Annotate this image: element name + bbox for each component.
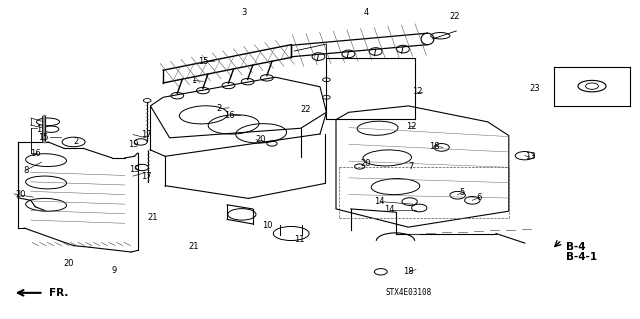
Text: B-4: B-4: [566, 242, 586, 252]
Text: 18: 18: [403, 267, 413, 276]
Text: 14: 14: [374, 197, 384, 206]
Text: 15: 15: [198, 57, 209, 66]
Text: 19: 19: [128, 140, 138, 149]
Text: 15: 15: [38, 133, 49, 142]
Text: 14: 14: [384, 205, 394, 214]
Text: 20: 20: [15, 190, 26, 199]
Text: 6: 6: [476, 193, 481, 202]
Text: 1: 1: [191, 76, 196, 85]
Text: 12: 12: [406, 122, 416, 131]
Text: 22: 22: [449, 12, 460, 21]
Text: 19: 19: [129, 165, 140, 174]
Text: 17: 17: [141, 172, 151, 181]
Text: 11: 11: [294, 235, 305, 244]
Text: 4: 4: [364, 8, 369, 17]
Text: 12: 12: [412, 87, 422, 96]
Text: 23: 23: [529, 84, 540, 93]
Text: FR.: FR.: [49, 288, 68, 298]
Text: 8: 8: [23, 166, 28, 175]
Text: STX4E03108: STX4E03108: [385, 288, 431, 297]
Text: 9: 9: [111, 266, 116, 275]
Text: 13: 13: [525, 152, 535, 161]
Text: 16: 16: [224, 111, 234, 120]
Text: 5: 5: [460, 188, 465, 197]
Text: 20: 20: [256, 135, 266, 144]
Text: B-4-1: B-4-1: [566, 252, 598, 262]
Text: 7: 7: [408, 162, 413, 171]
Text: 10: 10: [262, 221, 273, 230]
Text: 2: 2: [73, 137, 78, 146]
Text: 2: 2: [216, 104, 221, 113]
Text: 16: 16: [30, 149, 40, 158]
Text: 21: 21: [188, 242, 198, 251]
Text: 1: 1: [36, 125, 41, 134]
Text: 20: 20: [361, 159, 371, 168]
Text: 21: 21: [147, 213, 157, 222]
Text: 20: 20: [64, 259, 74, 268]
Text: 22: 22: [301, 105, 311, 114]
Text: 17: 17: [141, 130, 151, 139]
Text: 18: 18: [429, 142, 439, 151]
Text: 3: 3: [242, 8, 247, 17]
